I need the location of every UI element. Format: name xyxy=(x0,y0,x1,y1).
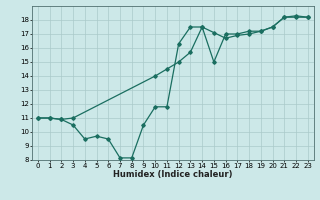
X-axis label: Humidex (Indice chaleur): Humidex (Indice chaleur) xyxy=(113,170,233,179)
